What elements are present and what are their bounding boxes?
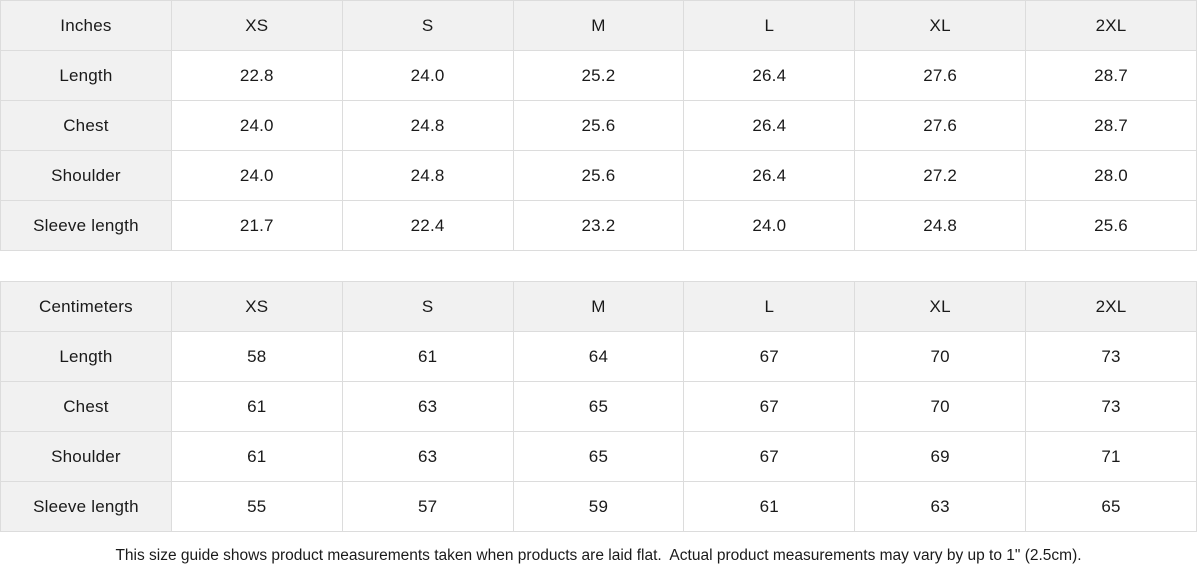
measurement-label: Length xyxy=(0,331,172,382)
measurement-value: 26.4 xyxy=(683,100,856,151)
table-row-sleeve-length: Sleeve length 55 57 59 61 63 65 xyxy=(0,481,1197,532)
measurement-value: 23.2 xyxy=(512,200,685,251)
measurement-value: 27.2 xyxy=(854,150,1027,201)
measurement-value: 28.7 xyxy=(1025,100,1197,151)
measurement-label: Length xyxy=(0,50,172,101)
table-row-length: Length 58 61 64 67 70 73 xyxy=(0,331,1197,382)
table-row-sleeve-length: Sleeve length 21.7 22.4 23.2 24.0 24.8 2… xyxy=(0,200,1197,251)
measurement-value: 24.0 xyxy=(170,150,343,201)
measurement-value: 24.8 xyxy=(854,200,1027,251)
measurement-value: 24.8 xyxy=(341,150,514,201)
measurement-value: 59 xyxy=(512,481,685,532)
inches-header-row: Inches XS S M L XL 2XL xyxy=(0,0,1197,51)
measurement-value: 25.6 xyxy=(512,150,685,201)
measurement-value: 22.4 xyxy=(341,200,514,251)
measurement-value: 28.7 xyxy=(1025,50,1197,101)
measurement-value: 28.0 xyxy=(1025,150,1197,201)
size-header-l: L xyxy=(683,281,856,332)
measurement-value: 63 xyxy=(341,431,514,482)
measurement-value: 65 xyxy=(512,431,685,482)
measurement-value: 24.0 xyxy=(683,200,856,251)
measurement-value: 57 xyxy=(341,481,514,532)
measurement-label: Sleeve length xyxy=(0,200,172,251)
table-row-length: Length 22.8 24.0 25.2 26.4 27.6 28.7 xyxy=(0,50,1197,101)
inches-size-table: Inches XS S M L XL 2XL Length 22.8 24.0 … xyxy=(0,0,1197,251)
measurement-label: Sleeve length xyxy=(0,481,172,532)
measurement-label: Chest xyxy=(0,100,172,151)
measurement-label: Chest xyxy=(0,381,172,432)
measurement-value: 63 xyxy=(341,381,514,432)
measurement-value: 26.4 xyxy=(683,50,856,101)
size-header-xs: XS xyxy=(170,281,343,332)
centimeters-header-row: Centimeters XS S M L XL 2XL xyxy=(0,281,1197,332)
table-row-chest: Chest 24.0 24.8 25.6 26.4 27.6 28.7 xyxy=(0,100,1197,151)
measurement-value: 24.0 xyxy=(170,100,343,151)
measurement-value: 67 xyxy=(683,331,856,382)
size-header-xl: XL xyxy=(854,0,1027,51)
measurement-value: 73 xyxy=(1025,381,1197,432)
table-row-chest: Chest 61 63 65 67 70 73 xyxy=(0,381,1197,432)
measurement-label: Shoulder xyxy=(0,431,172,482)
table-row-shoulder: Shoulder 61 63 65 67 69 71 xyxy=(0,431,1197,482)
measurement-value: 70 xyxy=(854,381,1027,432)
table-spacer xyxy=(0,251,1197,281)
unit-header-centimeters: Centimeters xyxy=(0,281,172,332)
measurement-value: 65 xyxy=(512,381,685,432)
unit-header-inches: Inches xyxy=(0,0,172,51)
measurement-value: 24.8 xyxy=(341,100,514,151)
size-header-m: M xyxy=(512,281,685,332)
size-header-s: S xyxy=(341,0,514,51)
measurement-value: 70 xyxy=(854,331,1027,382)
measurement-value: 61 xyxy=(683,481,856,532)
measurement-value: 24.0 xyxy=(341,50,514,101)
measurement-value: 65 xyxy=(1025,481,1197,532)
measurement-value: 63 xyxy=(854,481,1027,532)
measurement-value: 21.7 xyxy=(170,200,343,251)
measurement-value: 55 xyxy=(170,481,343,532)
measurement-value: 67 xyxy=(683,381,856,432)
size-header-xl: XL xyxy=(854,281,1027,332)
table-row-shoulder: Shoulder 24.0 24.8 25.6 26.4 27.2 28.0 xyxy=(0,150,1197,201)
measurement-value: 67 xyxy=(683,431,856,482)
size-guide-disclaimer: This size guide shows product measuremen… xyxy=(0,532,1197,580)
measurement-value: 27.6 xyxy=(854,100,1027,151)
size-header-s: S xyxy=(341,281,514,332)
centimeters-size-table: Centimeters XS S M L XL 2XL Length 58 61… xyxy=(0,281,1197,532)
measurement-value: 22.8 xyxy=(170,50,343,101)
measurement-value: 25.6 xyxy=(512,100,685,151)
measurement-value: 64 xyxy=(512,331,685,382)
measurement-value: 61 xyxy=(170,381,343,432)
measurement-value: 71 xyxy=(1025,431,1197,482)
size-header-2xl: 2XL xyxy=(1025,0,1197,51)
measurement-label: Shoulder xyxy=(0,150,172,201)
measurement-value: 73 xyxy=(1025,331,1197,382)
measurement-value: 61 xyxy=(341,331,514,382)
measurement-value: 58 xyxy=(170,331,343,382)
measurement-value: 25.6 xyxy=(1025,200,1197,251)
measurement-value: 27.6 xyxy=(854,50,1027,101)
size-header-2xl: 2XL xyxy=(1025,281,1197,332)
measurement-value: 69 xyxy=(854,431,1027,482)
size-header-l: L xyxy=(683,0,856,51)
size-header-xs: XS xyxy=(170,0,343,51)
measurement-value: 26.4 xyxy=(683,150,856,201)
size-header-m: M xyxy=(512,0,685,51)
measurement-value: 25.2 xyxy=(512,50,685,101)
measurement-value: 61 xyxy=(170,431,343,482)
